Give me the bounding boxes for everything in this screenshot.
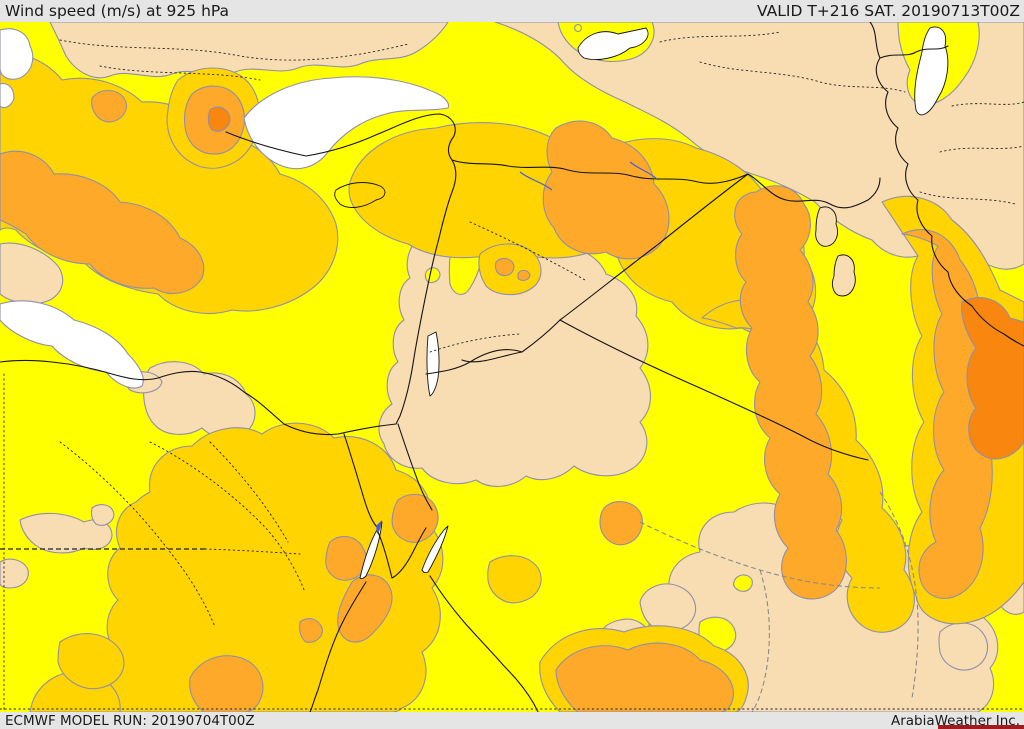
dotted-sudan-continuation xyxy=(204,548,301,555)
coastline-levant-egypt xyxy=(0,113,457,436)
border-armenia-spur xyxy=(879,45,949,59)
orange-band-north-syria xyxy=(542,120,670,260)
orange-blob-nafud-edge xyxy=(599,501,643,546)
brand-color-bar xyxy=(938,725,1024,729)
tan-island-saudi-oval xyxy=(639,583,696,632)
border-iran-zagros-gulf xyxy=(869,22,1024,347)
lake-habbaniyah xyxy=(831,254,856,297)
dotted-admin-turkey-a xyxy=(59,39,409,61)
tan-central-desert-syria-jordan xyxy=(378,210,651,487)
calm-white-corner-b xyxy=(0,83,15,109)
orange-streak-northwest xyxy=(0,150,205,294)
deep-orange-core-anatolia xyxy=(207,106,231,132)
coastline-cyprus xyxy=(334,182,386,208)
gulf-of-suez-blue-tip xyxy=(376,520,382,534)
gulf-of-aqaba xyxy=(421,525,449,574)
orange-redsea-streak-b xyxy=(337,574,393,643)
lake-tharthar xyxy=(815,206,839,247)
dead-sea xyxy=(426,331,440,397)
dotted-admin-turkey-b xyxy=(99,65,261,81)
orange-redsea-streak-c xyxy=(391,493,439,543)
dotted-egypt-desert-a xyxy=(149,441,306,593)
dotted-admin-iran-b xyxy=(919,191,1016,205)
yellow-enclave-saudi-b xyxy=(732,574,753,592)
gold-mass-northwest-saudi xyxy=(104,422,444,712)
orange-blob-northwest-small xyxy=(91,89,127,123)
river-euphrates-upper xyxy=(519,171,553,191)
calm-white-corner-a xyxy=(0,28,34,80)
orange-specks-syria-b xyxy=(517,269,531,281)
border-turkey-syria-iraq xyxy=(451,159,881,209)
dotted-syria-interior xyxy=(469,221,586,281)
tan-egypt-oasis-dot xyxy=(90,504,115,526)
dashed-admin-saudi-b xyxy=(751,569,770,712)
page-title: Wind speed (m/s) at 925 hPa xyxy=(5,2,230,20)
tan-corner-patch-a xyxy=(938,622,989,671)
yellow-enclave-desert-c xyxy=(424,267,441,284)
gold-lobe-southwest-b xyxy=(57,633,125,690)
boundaries-layer xyxy=(0,22,1024,712)
coastline-suez-sinai xyxy=(343,433,427,579)
river-tigris-upper xyxy=(629,161,659,181)
valid-time-label: VALID T+216 SAT. 20190713T00Z xyxy=(757,2,1020,20)
tan-egypt-southwest-b xyxy=(0,558,29,589)
calm-white-antalya-crescent xyxy=(243,76,450,170)
orange-specks-syria-a xyxy=(494,257,515,277)
orange-snake-iraq xyxy=(734,185,847,600)
footer-bar: ECMWF MODEL RUN: 20190704T00Z ArabiaWeat… xyxy=(0,712,1024,729)
provider-label: ArabiaWeather Inc. xyxy=(890,712,1020,729)
wind-map-svg xyxy=(0,22,1024,712)
dotted-egypt-desert-b xyxy=(59,441,216,628)
orange-blob-bottom-left xyxy=(189,655,264,712)
small-yellow-lake-dot xyxy=(573,23,583,33)
lake-van xyxy=(577,27,649,60)
dashed-admin-saudi-c xyxy=(879,491,919,699)
wind-field-layer xyxy=(0,22,1024,712)
header-bar: Wind speed (m/s) at 925 hPa VALID T+216 … xyxy=(0,0,1024,22)
dotted-egypt-desert-c xyxy=(209,441,289,543)
wind-map xyxy=(0,22,1024,712)
border-syria-iraq xyxy=(559,173,749,321)
deep-orange-core-zagros xyxy=(961,297,1024,460)
orange-redsea-streak-a xyxy=(325,535,367,581)
dotted-admin-east-turkey xyxy=(659,31,906,93)
orange-blob-bottom-center xyxy=(555,642,734,712)
gulf-of-suez xyxy=(359,521,383,580)
coastline-red-sea-west xyxy=(309,581,367,712)
dotted-admin-iran-c xyxy=(951,101,1024,107)
coastline-red-sea-east xyxy=(429,575,539,712)
border-jordan-iraq-saudi xyxy=(425,319,869,461)
gold-patch-nafud xyxy=(487,555,542,604)
border-israel-egypt xyxy=(397,423,433,511)
dotted-jordan-interior xyxy=(429,333,521,353)
calm-white-east-mediterranean xyxy=(0,300,144,389)
tan-egypt-southwest xyxy=(19,512,113,554)
orange-redsea-streak-d xyxy=(299,618,323,643)
dotted-admin-iran-a xyxy=(939,145,1024,153)
model-run-label: ECMWF MODEL RUN: 20190704T00Z xyxy=(5,712,255,729)
tan-top-strip-anatolia xyxy=(49,22,449,79)
